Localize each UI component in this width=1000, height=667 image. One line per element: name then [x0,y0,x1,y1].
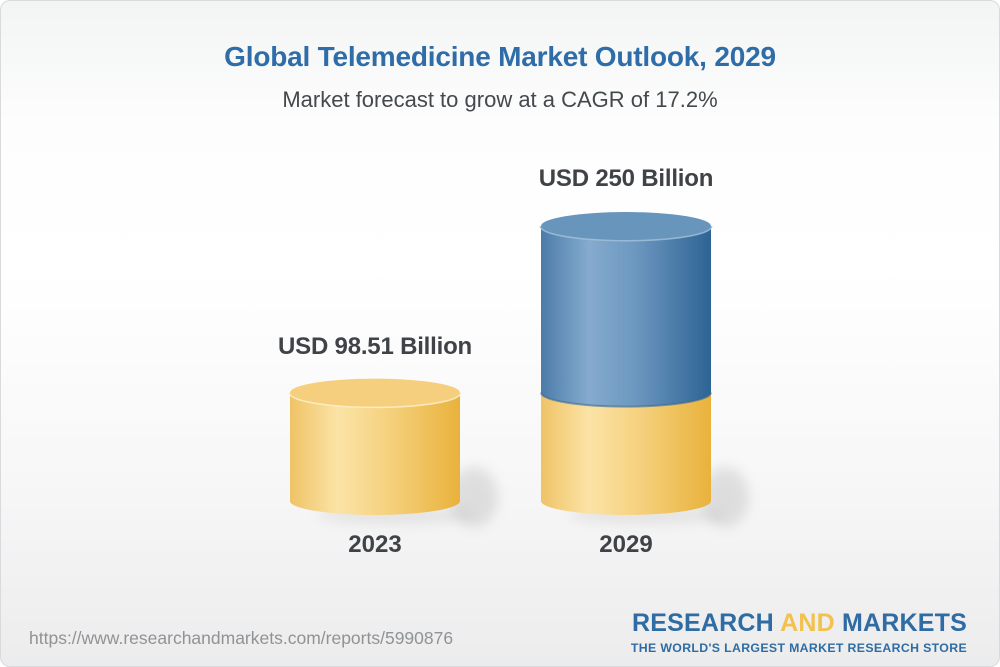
logo-tagline: THE WORLD'S LARGEST MARKET RESEARCH STOR… [630,641,967,655]
cylinder-segment-2023-base-2023-market [290,392,460,515]
value-label-2023: USD 98.51 Billion [278,333,472,360]
category-label-2023: 2023 [348,531,402,558]
cylinder-segment-2029-base-2023-market [541,392,711,515]
category-label-2029: 2029 [599,531,653,558]
chart-header: Global Telemedicine Market Outlook, 2029… [1,1,999,113]
value-label-2029: USD 250 Billion [538,165,714,192]
logo-wordmark: RESEARCH AND MARKETS [631,609,967,638]
logo-word-markets: MARKETS [841,609,967,637]
logo-word-research: RESEARCH [631,609,774,637]
cylinder-top-2029 [541,212,711,240]
chart-title: Global Telemedicine Market Outlook, 2029 [224,41,776,72]
cylinder-top-2023 [290,378,460,407]
chart-subtitle: Market forecast to grow at a CAGR of 17.… [282,87,718,112]
segment-boundary-edge [540,392,712,408]
researchandmarkets-logo: RESEARCH AND MARKETS THE WORLD'S LARGEST… [631,609,967,655]
cylinder-segment-2029-forecast-growth [541,226,711,407]
report-url-link[interactable]: https://www.researchandmarkets.com/repor… [29,628,454,648]
logo-word-and: AND [780,609,835,637]
